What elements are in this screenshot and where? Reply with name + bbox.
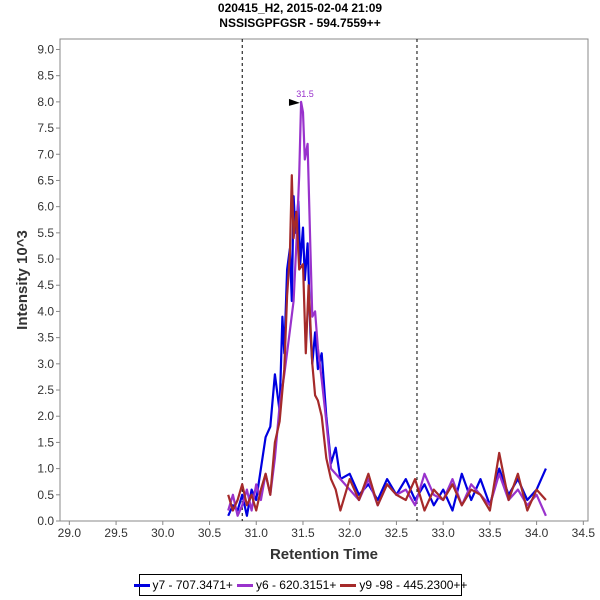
x-tick-label: 33.0 — [431, 526, 455, 540]
y-tick-label: 1.5 — [37, 435, 54, 449]
y-tick-label: 3.0 — [37, 357, 54, 371]
y-tick-label: 5.5 — [37, 226, 54, 240]
y-tick-label: 9.0 — [37, 42, 54, 56]
x-tick-label: 31.5 — [291, 526, 315, 540]
series-line-3 — [227, 174, 547, 512]
legend-label: y6 - 620.3151+ — [255, 578, 337, 592]
series-line-1 — [227, 195, 547, 517]
legend-label: y7 - 707.3471+ — [152, 578, 233, 592]
y-tick-label: 2.5 — [37, 383, 54, 397]
y-tick-label: 6.5 — [37, 173, 54, 187]
x-tick-label: 30.0 — [151, 526, 175, 540]
x-tick-label: 33.5 — [478, 526, 502, 540]
legend-item: y6 - 620.3151+ — [236, 578, 337, 592]
legend-item: y9 -98 - 445.2300++ — [340, 578, 467, 592]
y-tick-label: 1.0 — [37, 462, 54, 476]
x-tick-label: 29.5 — [104, 526, 128, 540]
x-tick-label: 34.0 — [525, 526, 549, 540]
x-tick-label: 31.0 — [245, 526, 269, 540]
y-axis-label: Intensity 10^3 — [14, 230, 31, 330]
y-tick-label: 4.5 — [37, 278, 54, 292]
legend-swatch — [133, 583, 150, 587]
x-tick-label: 34.5 — [572, 526, 596, 540]
legend-swatch — [236, 583, 253, 587]
x-axis-label: Retention Time — [270, 546, 378, 563]
legend: y7 - 707.3471+ y6 - 620.3151+ y9 -98 - 445… — [133, 574, 467, 596]
chart-title: 020415_H2, 2015-02-04 21:09 — [217, 1, 383, 15]
x-tick-label: 30.5 — [198, 526, 222, 540]
chart-subtitle: NSSISGPFGSR - 594.7559++ — [219, 16, 381, 30]
x-tick-label: 32.5 — [385, 526, 409, 540]
legend-swatch — [340, 583, 357, 587]
y-tick-label: 0.0 — [37, 514, 54, 528]
y-tick-label: 3.5 — [37, 331, 54, 345]
y-tick-label: 8.5 — [37, 69, 54, 83]
y-tick-label: 7.5 — [37, 121, 54, 135]
x-tick-label: 32.0 — [338, 526, 362, 540]
y-tick-label: 0.5 — [37, 488, 54, 502]
y-tick-label: 8.0 — [37, 95, 54, 109]
y-tick-label: 7.0 — [37, 147, 54, 161]
plot-area — [59, 38, 589, 522]
y-tick-label: 6.0 — [37, 200, 54, 214]
legend-label: y9 -98 - 445.2300++ — [359, 578, 468, 592]
peak-label: 31.5 — [296, 89, 314, 99]
y-tick-label: 4.0 — [37, 304, 54, 318]
peak-marker-icon — [288, 98, 300, 106]
x-tick-label: 29.0 — [58, 526, 82, 540]
legend-item: y7 - 707.3471+ — [133, 578, 233, 592]
y-tick-label: 2.0 — [37, 409, 54, 423]
y-tick-label: 5.0 — [37, 252, 54, 266]
